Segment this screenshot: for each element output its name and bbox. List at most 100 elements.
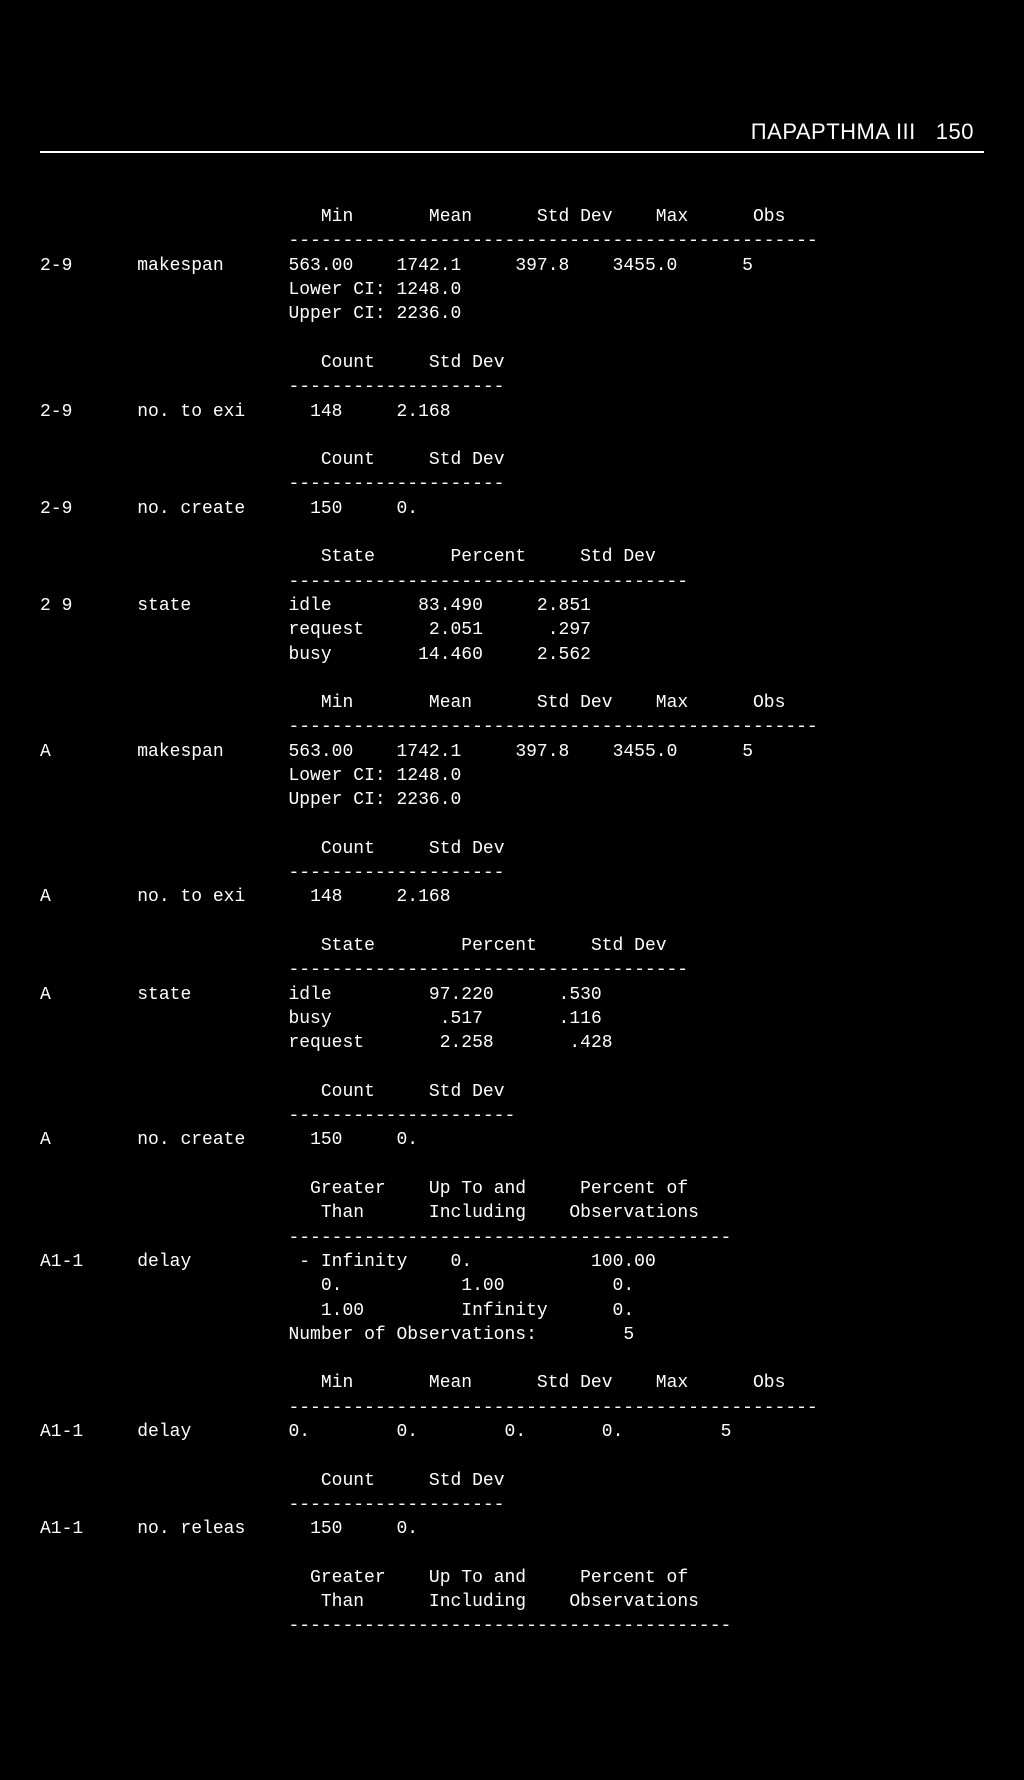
val: 2.051 — [429, 620, 483, 640]
val: 1248.0 — [396, 766, 461, 786]
val: 2.168 — [397, 887, 451, 907]
row-id: A — [40, 742, 51, 762]
lbl-numobs: Number of Observations: — [288, 1325, 536, 1345]
val: 1.00 — [321, 1301, 364, 1321]
val: 2236.0 — [396, 790, 461, 810]
row-label: no. releas — [137, 1519, 245, 1539]
val: 1742.1 — [397, 742, 462, 762]
row-id: 2-9 — [40, 402, 72, 422]
col-including: Including — [429, 1592, 526, 1612]
header-title: ΠΑΡΑΡΤΗΜΑ III — [751, 119, 916, 144]
val: 3455.0 — [613, 256, 678, 276]
val: 83.490 — [418, 596, 483, 616]
val: 2.851 — [537, 596, 591, 616]
val: 150 — [310, 499, 342, 519]
col-max: Max — [656, 207, 688, 227]
val: 0. — [397, 1130, 419, 1150]
val: 148 — [310, 402, 342, 422]
col-stddev: Std Dev — [537, 693, 613, 713]
col-obs: Obs — [753, 1373, 785, 1393]
row-label: state — [137, 596, 191, 616]
row-id: 2-9 — [40, 499, 72, 519]
col-stddev: Std Dev — [429, 450, 505, 470]
val: 1.00 — [461, 1276, 504, 1296]
col-stddev: Std Dev — [537, 1373, 613, 1393]
col-stddev: Std Dev — [429, 839, 505, 859]
val: 0. — [397, 1519, 419, 1539]
col-than: Than — [321, 1203, 364, 1223]
val: 5 — [742, 742, 753, 762]
col-count: Count — [321, 353, 375, 373]
col-state: State — [321, 936, 375, 956]
val: - Infinity — [299, 1252, 407, 1272]
col-stddev: Std Dev — [591, 936, 667, 956]
col-percent: Percent — [461, 936, 537, 956]
col-than: Than — [321, 1592, 364, 1612]
col-stddev: Std Dev — [429, 1082, 505, 1102]
lbl: Lower CI: — [288, 766, 385, 786]
row-id: 2-9 — [40, 256, 72, 276]
val: .116 — [559, 1009, 602, 1029]
col-greater: Greater — [310, 1568, 386, 1588]
col-obs: Obs — [753, 693, 785, 713]
row-id: 2 9 — [40, 596, 72, 616]
state-name: idle — [288, 596, 331, 616]
row-id: A — [40, 887, 51, 907]
val: 2.168 — [396, 402, 450, 422]
val: 148 — [310, 887, 342, 907]
val: 5 — [623, 1325, 634, 1345]
val: 0. — [288, 1422, 310, 1442]
val: .530 — [559, 985, 602, 1005]
val: 5 — [721, 1422, 732, 1442]
val: 0. — [321, 1276, 343, 1296]
val: 0. — [602, 1422, 624, 1442]
col-observations: Observations — [569, 1592, 699, 1612]
state-name: busy — [288, 645, 331, 665]
row-label: no. to exi — [137, 402, 245, 422]
row-label: no. to exi — [137, 887, 245, 907]
report-body: Min Mean Std Dev Max Obs ---------------… — [40, 205, 984, 1639]
val: 0. — [613, 1276, 635, 1296]
col-pctof: Percent of — [580, 1568, 688, 1588]
col-count: Count — [321, 1471, 375, 1491]
row-id: A1-1 — [40, 1519, 83, 1539]
val: 397.8 — [515, 742, 569, 762]
val: 97.220 — [429, 985, 494, 1005]
col-obs: Obs — [753, 207, 785, 227]
col-observations: Observations — [569, 1203, 699, 1223]
state-name: request — [288, 620, 364, 640]
state-name: busy — [288, 1009, 331, 1029]
row-id: A1-1 — [40, 1252, 83, 1272]
col-stddev: Std Dev — [429, 1471, 505, 1491]
row-id: A — [40, 985, 51, 1005]
col-stddev: Std Dev — [537, 207, 613, 227]
col-including: Including — [429, 1203, 526, 1223]
val: 1248.0 — [396, 280, 461, 300]
val: 0. — [505, 1422, 527, 1442]
val: 2.562 — [537, 645, 591, 665]
col-percent: Percent — [451, 547, 527, 567]
val: 563.00 — [288, 256, 353, 276]
lbl: Upper CI: — [288, 790, 385, 810]
col-stddev: Std Dev — [580, 547, 656, 567]
row-label: state — [137, 985, 191, 1005]
val: 5 — [742, 256, 753, 276]
col-count: Count — [321, 839, 375, 859]
val: 397.8 — [515, 256, 569, 276]
val: 563.00 — [288, 742, 353, 762]
val: .517 — [440, 1009, 483, 1029]
row-label: no. create — [137, 499, 245, 519]
lbl: Lower CI: — [288, 280, 385, 300]
val: 100.00 — [591, 1252, 656, 1272]
col-pctof: Percent of — [580, 1179, 688, 1199]
val: 1742.1 — [396, 256, 461, 276]
val: .428 — [569, 1033, 612, 1053]
val: 150 — [310, 1519, 342, 1539]
col-min: Min — [321, 207, 353, 227]
lbl: Upper CI: — [288, 304, 385, 324]
col-greater: Greater — [310, 1179, 386, 1199]
col-mean: Mean — [429, 693, 472, 713]
state-name: request — [288, 1033, 364, 1053]
val: 14.460 — [418, 645, 483, 665]
col-upto: Up To and — [429, 1568, 526, 1588]
